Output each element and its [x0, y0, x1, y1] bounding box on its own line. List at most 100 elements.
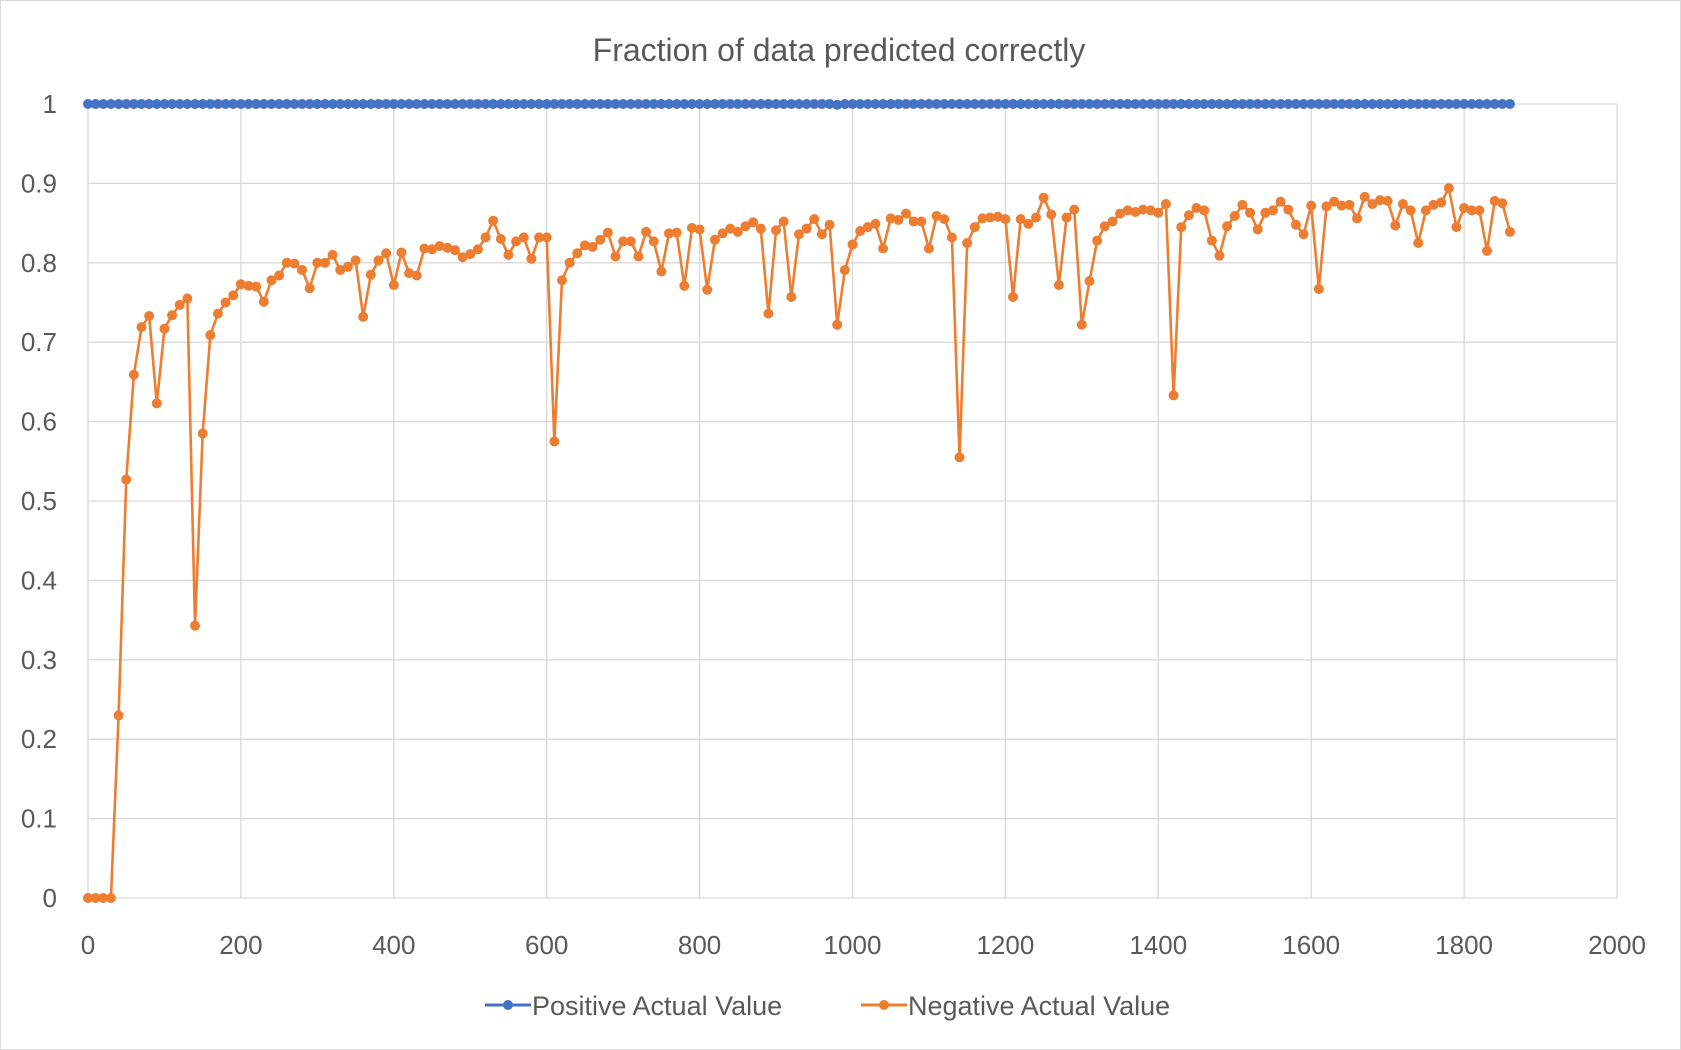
data-point-negative-actual-value — [297, 264, 308, 275]
data-point-negative-actual-value — [136, 322, 147, 333]
data-point-negative-actual-value — [518, 232, 529, 243]
data-point-negative-actual-value — [1436, 197, 1447, 208]
data-point-negative-actual-value — [1191, 203, 1202, 214]
data-point-negative-actual-value — [656, 266, 667, 277]
data-point-negative-actual-value — [1008, 291, 1019, 302]
data-point-negative-actual-value — [1160, 199, 1171, 210]
data-point-negative-actual-value — [98, 893, 109, 903]
data-point-positive-actual-value — [342, 99, 353, 109]
data-point-negative-actual-value — [1336, 200, 1347, 211]
data-point-positive-actual-value — [182, 99, 193, 109]
data-point-negative-actual-value — [985, 212, 996, 223]
data-point-positive-actual-value — [969, 99, 980, 109]
data-point-negative-actual-value — [534, 232, 545, 243]
data-point-positive-actual-value — [641, 99, 652, 109]
data-point-positive-actual-value — [931, 99, 942, 109]
data-point-positive-actual-value — [274, 99, 285, 109]
data-point-negative-actual-value — [396, 247, 407, 258]
data-point-positive-actual-value — [763, 99, 774, 109]
data-point-negative-actual-value — [901, 208, 912, 219]
data-point-positive-actual-value — [1145, 99, 1156, 109]
y-tick-label: 0.1 — [21, 804, 57, 834]
data-point-negative-actual-value — [1145, 205, 1156, 216]
data-point-positive-actual-value — [885, 99, 896, 109]
data-point-negative-actual-value — [587, 241, 598, 252]
data-point-negative-actual-value — [1321, 201, 1332, 212]
data-point-positive-actual-value — [1076, 99, 1087, 109]
data-point-positive-actual-value — [1160, 99, 1171, 109]
data-point-positive-actual-value — [281, 99, 292, 109]
data-point-negative-actual-value — [908, 216, 919, 227]
data-point-positive-actual-value — [1375, 99, 1386, 109]
data-point-negative-actual-value — [1474, 205, 1485, 216]
data-point-positive-actual-value — [679, 99, 690, 109]
data-point-positive-actual-value — [350, 99, 361, 109]
data-point-negative-actual-value — [686, 222, 697, 233]
data-point-positive-actual-value — [824, 99, 835, 109]
y-tick-label: 0.3 — [21, 645, 57, 675]
data-point-positive-actual-value — [816, 99, 827, 109]
data-point-negative-actual-value — [1030, 212, 1041, 223]
data-point-positive-actual-value — [1459, 99, 1470, 109]
data-point-negative-actual-value — [1497, 198, 1508, 209]
data-point-positive-actual-value — [1420, 99, 1431, 109]
data-point-positive-actual-value — [1000, 99, 1011, 109]
data-point-positive-actual-value — [1497, 99, 1508, 109]
x-tick-label: 800 — [678, 930, 721, 960]
x-tick-label: 200 — [219, 930, 262, 960]
data-point-positive-actual-value — [556, 99, 567, 109]
data-point-positive-actual-value — [197, 99, 208, 109]
data-point-positive-actual-value — [121, 99, 132, 109]
data-point-positive-actual-value — [587, 99, 598, 109]
data-point-positive-actual-value — [870, 99, 881, 109]
data-point-negative-actual-value — [442, 242, 453, 253]
data-point-positive-actual-value — [602, 99, 613, 109]
data-point-negative-actual-value — [1252, 224, 1263, 235]
data-point-negative-actual-value — [1352, 213, 1363, 224]
data-point-negative-actual-value — [847, 239, 858, 250]
data-point-positive-actual-value — [159, 99, 170, 109]
data-point-positive-actual-value — [962, 99, 973, 109]
data-point-positive-actual-value — [258, 99, 269, 109]
data-point-negative-actual-value — [946, 232, 957, 243]
data-point-negative-actual-value — [205, 330, 216, 341]
data-point-negative-actual-value — [549, 436, 560, 447]
data-point-negative-actual-value — [809, 214, 820, 225]
x-tick-label: 1000 — [824, 930, 882, 960]
data-point-positive-actual-value — [128, 99, 139, 109]
data-point-positive-actual-value — [1030, 99, 1041, 109]
data-point-positive-actual-value — [1229, 99, 1240, 109]
data-point-positive-actual-value — [167, 99, 178, 109]
data-point-positive-actual-value — [1321, 99, 1332, 109]
x-tick-label: 1800 — [1435, 930, 1493, 960]
data-point-positive-actual-value — [893, 99, 904, 109]
data-point-positive-actual-value — [656, 99, 667, 109]
data-point-positive-actual-value — [1038, 99, 1049, 109]
data-point-negative-actual-value — [572, 248, 583, 259]
data-point-positive-actual-value — [1191, 99, 1202, 109]
data-point-negative-actual-value — [618, 236, 629, 247]
data-point-negative-actual-value — [694, 224, 705, 235]
data-point-negative-actual-value — [709, 234, 720, 245]
data-point-positive-actual-value — [1451, 99, 1462, 109]
data-point-positive-actual-value — [878, 99, 889, 109]
data-point-positive-actual-value — [518, 99, 529, 109]
data-point-negative-actual-value — [1382, 195, 1393, 206]
data-point-positive-actual-value — [1260, 99, 1271, 109]
data-point-negative-actual-value — [755, 223, 766, 234]
data-point-positive-actual-value — [174, 99, 185, 109]
data-point-negative-actual-value — [358, 311, 369, 322]
data-point-positive-actual-value — [618, 99, 629, 109]
data-point-positive-actual-value — [151, 99, 162, 109]
data-point-positive-actual-value — [1382, 99, 1393, 109]
data-point-negative-actual-value — [602, 227, 613, 238]
data-point-positive-actual-value — [427, 99, 438, 109]
data-point-positive-actual-value — [1214, 99, 1225, 109]
data-point-negative-actual-value — [1168, 390, 1179, 401]
data-point-positive-actual-value — [449, 99, 460, 109]
data-point-negative-actual-value — [1405, 205, 1416, 216]
data-point-positive-actual-value — [526, 99, 537, 109]
data-point-negative-actual-value — [1420, 205, 1431, 216]
data-point-positive-actual-value — [503, 99, 514, 109]
